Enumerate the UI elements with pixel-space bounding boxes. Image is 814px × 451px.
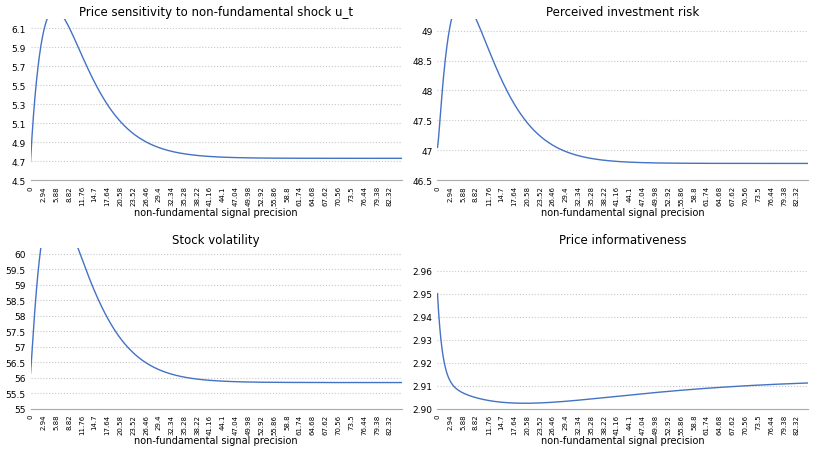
Title: Price informativeness: Price informativeness — [559, 234, 687, 247]
Title: Stock volatility: Stock volatility — [173, 234, 260, 247]
Title: Price sensitivity to non-fundamental shock u_t: Price sensitivity to non-fundamental sho… — [79, 5, 353, 18]
X-axis label: non-fundamental signal precision: non-fundamental signal precision — [541, 436, 705, 446]
X-axis label: non-fundamental signal precision: non-fundamental signal precision — [134, 207, 298, 217]
X-axis label: non-fundamental signal precision: non-fundamental signal precision — [134, 436, 298, 446]
Title: Perceived investment risk: Perceived investment risk — [546, 5, 699, 18]
X-axis label: non-fundamental signal precision: non-fundamental signal precision — [541, 207, 705, 217]
